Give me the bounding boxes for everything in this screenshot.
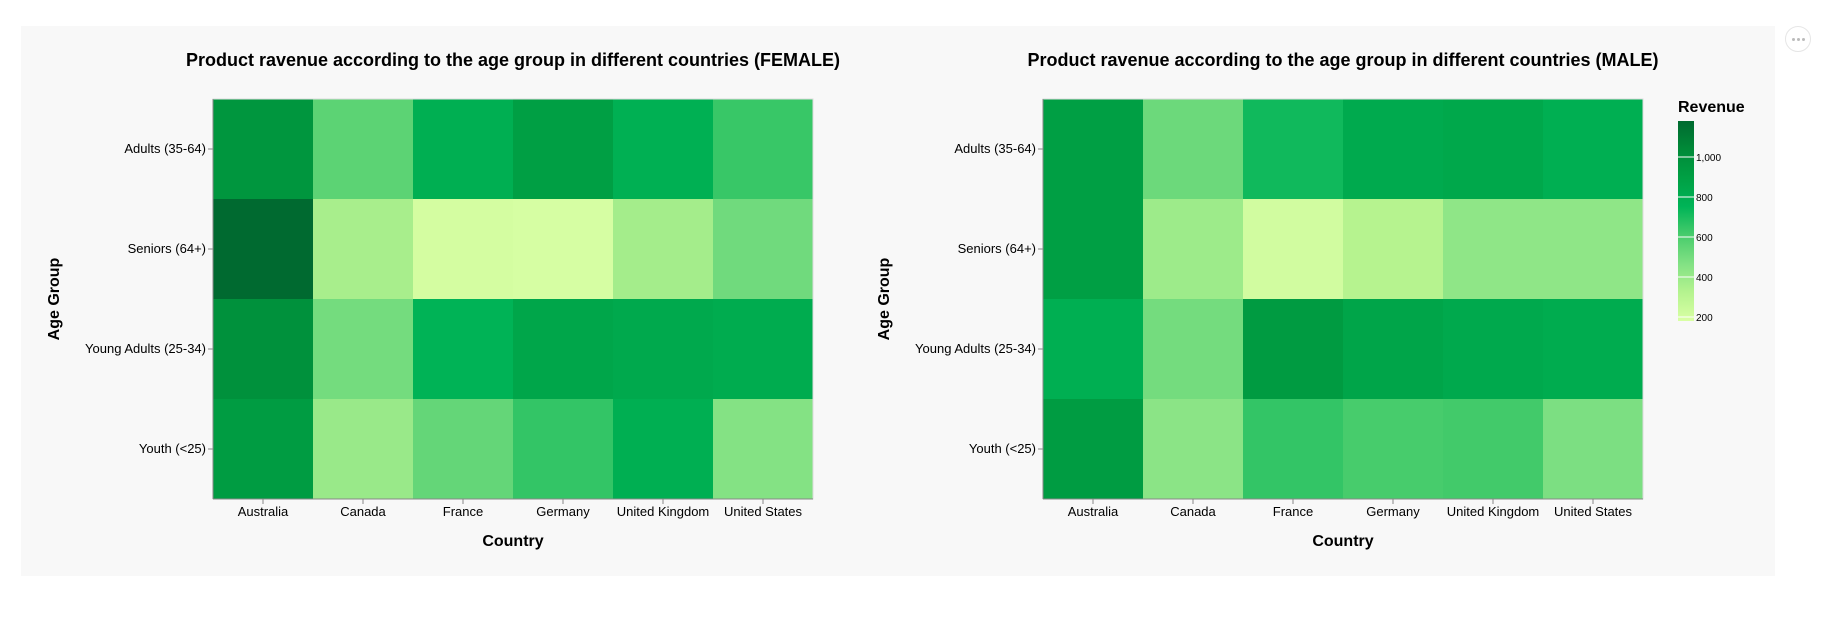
heatmap-cell — [1343, 399, 1443, 499]
heatmap-cell — [513, 399, 613, 499]
y-tick-label: Youth (<25) — [969, 441, 1036, 456]
x-tick-label: United States — [724, 504, 803, 519]
heatmap-cell — [1443, 399, 1543, 499]
heatmap-figure: Product ravenue according to the age gro… — [46, 50, 1745, 550]
heatmap-cell — [1143, 99, 1243, 199]
chart-actions-menu-button[interactable] — [1785, 26, 1811, 52]
heatmap-cell — [1543, 399, 1643, 499]
heatmap-cell — [1043, 399, 1143, 499]
menu-dot-icon — [1802, 38, 1805, 41]
heatmap-cell — [313, 399, 413, 499]
x-tick-label: Australia — [238, 504, 289, 519]
heatmap-cell — [613, 99, 713, 199]
heatmap-cell — [1443, 99, 1543, 199]
y-axis-title: Age Group — [876, 257, 893, 340]
heatmap-cell — [713, 299, 813, 399]
x-tick-label: Canada — [1170, 504, 1216, 519]
heatmap-cell — [1543, 299, 1643, 399]
heatmap-cell — [213, 399, 313, 499]
x-axis-title: Country — [482, 533, 543, 550]
heatmap-cell — [1243, 99, 1343, 199]
y-tick-label: Adults (35-64) — [954, 141, 1036, 156]
chart-panel: Product ravenue according to the age gro… — [21, 26, 1775, 576]
x-tick-label: Canada — [340, 504, 386, 519]
heatmap-cell — [213, 299, 313, 399]
heatmap-cell — [713, 199, 813, 299]
heatmap-cell — [1443, 299, 1543, 399]
y-tick-label: Youth (<25) — [139, 441, 206, 456]
menu-dot-icon — [1792, 38, 1795, 41]
x-axis-title: Country — [1312, 533, 1373, 550]
y-tick-label: Young Adults (25-34) — [915, 341, 1036, 356]
heatmap-cell — [313, 299, 413, 399]
heatmap-cell — [313, 199, 413, 299]
heatmap-cell — [413, 399, 513, 499]
heatmap-cell — [1043, 299, 1143, 399]
heatmap-cell — [613, 299, 713, 399]
x-tick-label: United Kingdom — [617, 504, 710, 519]
heatmap-cell — [413, 299, 513, 399]
chart-title: Product ravenue according to the age gro… — [1027, 50, 1658, 70]
heatmap-cell — [1343, 299, 1443, 399]
legend-tick-label: 200 — [1696, 313, 1713, 324]
x-tick-label: France — [443, 504, 483, 519]
heatmap-cell — [413, 99, 513, 199]
heatmap-cell — [713, 399, 813, 499]
heatmap-cell — [413, 199, 513, 299]
legend-gradient-bar — [1678, 121, 1694, 321]
heatmap-cell — [213, 99, 313, 199]
x-tick-label: Australia — [1068, 504, 1119, 519]
x-tick-label: United States — [1554, 504, 1633, 519]
heatmap-cell — [1143, 299, 1243, 399]
heatmap-cell — [1143, 199, 1243, 299]
legend-title: Revenue — [1678, 99, 1745, 116]
x-tick-label: Germany — [1366, 504, 1420, 519]
menu-dot-icon — [1797, 38, 1800, 41]
heatmap-cell — [613, 399, 713, 499]
y-tick-label: Seniors (64+) — [128, 241, 206, 256]
heatmap-cell — [1443, 199, 1543, 299]
heatmap-cell — [1143, 399, 1243, 499]
x-tick-label: France — [1273, 504, 1313, 519]
heatmap-cell — [1243, 199, 1343, 299]
y-tick-label: Young Adults (25-34) — [85, 341, 206, 356]
y-tick-label: Seniors (64+) — [958, 241, 1036, 256]
heatmap-cell — [513, 99, 613, 199]
y-tick-label: Adults (35-64) — [124, 141, 206, 156]
legend-tick-label: 800 — [1696, 193, 1713, 204]
heatmap-cell — [1243, 399, 1343, 499]
heatmap-cell — [513, 199, 613, 299]
legend-tick-label: 600 — [1696, 233, 1713, 244]
heatmap-cell — [1243, 299, 1343, 399]
heatmap-cell — [1343, 99, 1443, 199]
heatmap-cell — [1343, 199, 1443, 299]
chart-title: Product ravenue according to the age gro… — [186, 50, 840, 70]
heatmap-cell — [1043, 199, 1143, 299]
y-axis-title: Age Group — [46, 257, 63, 340]
heatmap-cell — [1543, 99, 1643, 199]
x-tick-label: Germany — [536, 504, 590, 519]
heatmap-cell — [313, 99, 413, 199]
legend-tick-label: 400 — [1696, 273, 1713, 284]
legend-tick-label: 1,000 — [1696, 153, 1721, 164]
heatmap-cell — [213, 199, 313, 299]
heatmap-cell — [613, 199, 713, 299]
heatmap-cell — [1543, 199, 1643, 299]
heatmap-cell — [1043, 99, 1143, 199]
x-tick-label: United Kingdom — [1447, 504, 1540, 519]
heatmap-cell — [513, 299, 613, 399]
heatmap-cell — [713, 99, 813, 199]
